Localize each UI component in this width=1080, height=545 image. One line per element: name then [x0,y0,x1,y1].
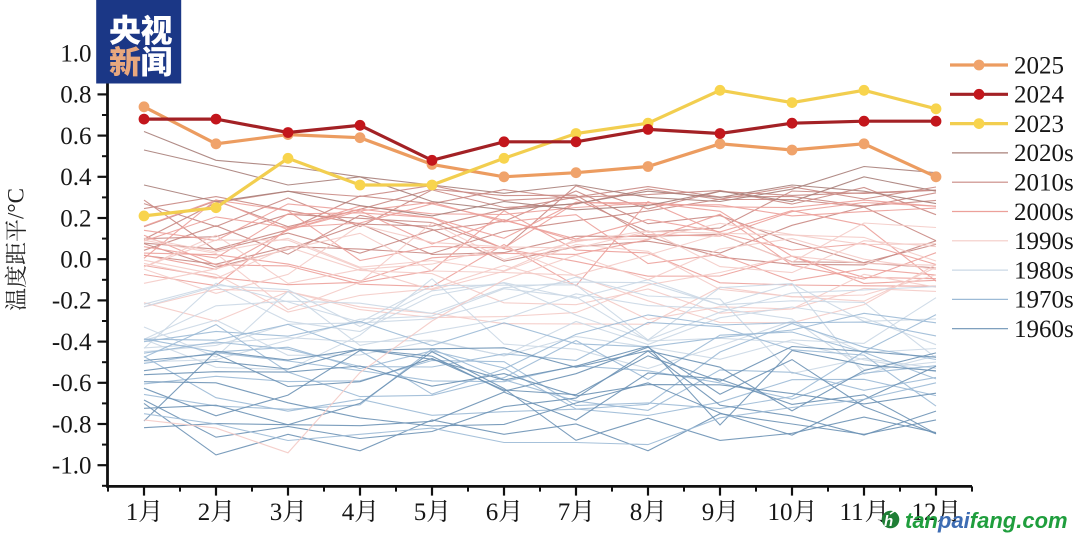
svg-text:2025: 2025 [1014,52,1064,79]
svg-text:-0.2: -0.2 [52,288,92,315]
svg-text:-0.6: -0.6 [52,370,92,397]
svg-text:5: 5 [414,499,427,526]
svg-text:9: 9 [702,499,715,526]
svg-text:1: 1 [126,499,139,526]
svg-text:tanpaifang.com: tanpaifang.com [905,508,1068,533]
svg-text:-0.8: -0.8 [52,411,92,438]
svg-text:2000s: 2000s [1014,199,1074,226]
svg-text:6: 6 [486,499,499,526]
svg-text:h: h [884,513,893,530]
svg-text:0.0: 0.0 [60,247,91,274]
svg-text:1990s: 1990s [1014,228,1074,255]
svg-text:3: 3 [270,499,283,526]
svg-text:4: 4 [342,499,355,526]
svg-text:0.4: 0.4 [60,164,92,191]
svg-text:2020s: 2020s [1014,140,1074,167]
svg-text:-1.0: -1.0 [52,453,92,480]
svg-text:2023: 2023 [1014,111,1064,138]
svg-text:1970s: 1970s [1014,287,1074,314]
svg-text:2024: 2024 [1014,82,1065,109]
svg-text:10: 10 [768,499,793,526]
svg-text:2010s: 2010s [1014,170,1074,197]
svg-text:12: 12 [912,499,937,526]
svg-text:1.0: 1.0 [60,41,91,68]
svg-text:1960s: 1960s [1014,316,1074,343]
svg-text:0.6: 0.6 [60,123,91,150]
svg-text:11: 11 [840,499,864,526]
svg-text:8: 8 [630,499,643,526]
svg-text:2: 2 [198,499,211,526]
svg-text:1980s: 1980s [1014,257,1074,284]
svg-text:0.2: 0.2 [60,205,91,232]
svg-text:0.8: 0.8 [60,82,91,109]
svg-text:/°C: /°C [4,188,29,219]
svg-text:7: 7 [558,499,571,526]
svg-text:-0.4: -0.4 [52,329,92,356]
